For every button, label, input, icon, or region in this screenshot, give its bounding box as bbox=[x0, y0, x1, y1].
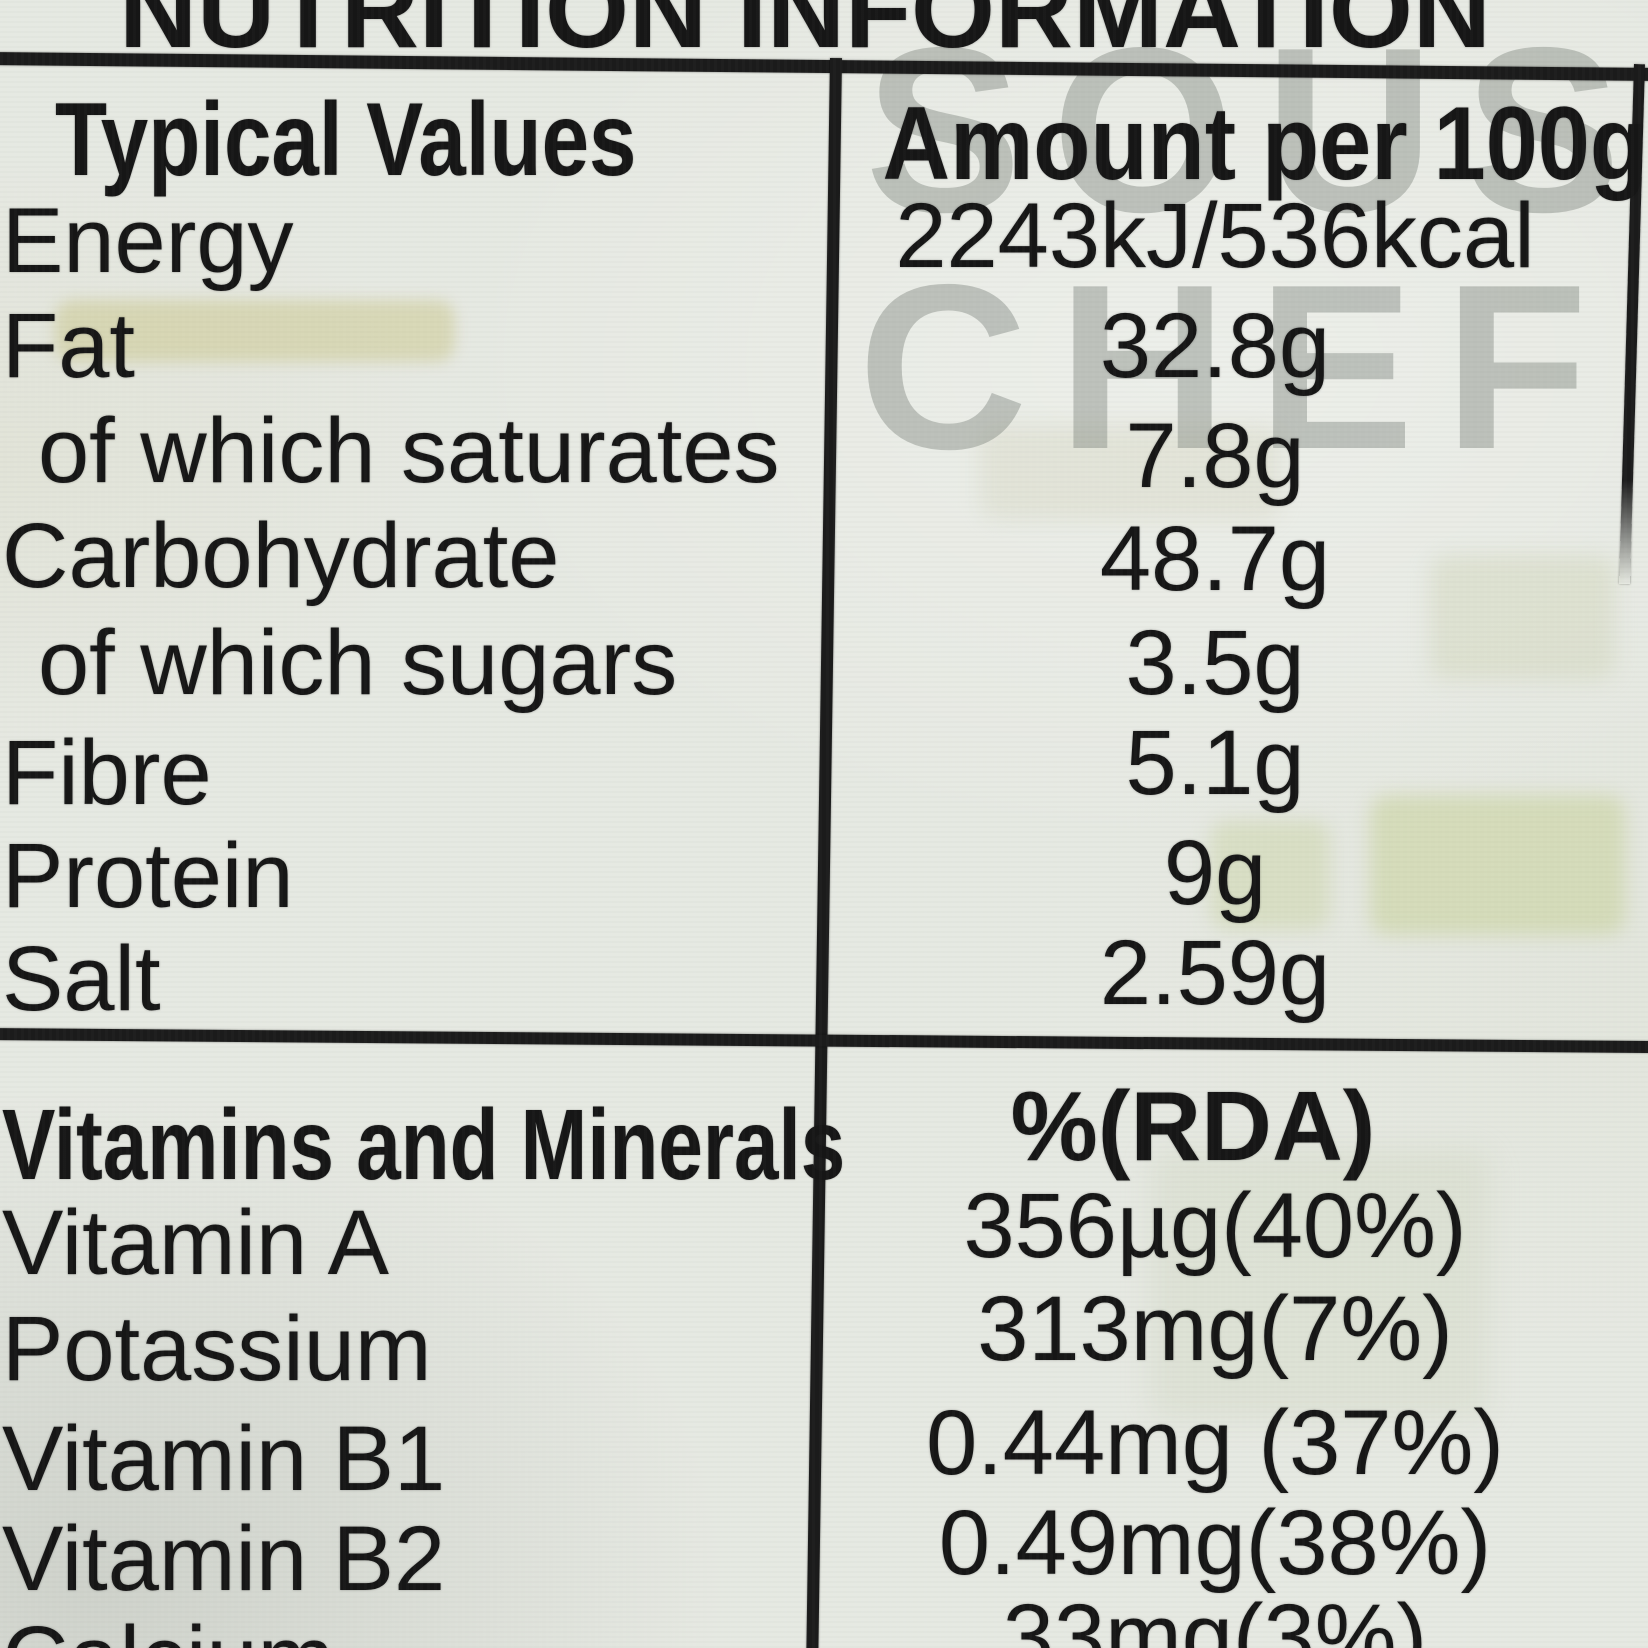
bleed-through-smudge bbox=[1370, 795, 1625, 935]
row-label-fibre: Fibre bbox=[2, 722, 212, 824]
section-header-vitamins-minerals: Vitamins and Minerals bbox=[2, 1089, 846, 1201]
row-label-salt: Salt bbox=[2, 928, 161, 1030]
watermark-text-line2: CHEF bbox=[858, 235, 1618, 498]
row-value-fat: 32.8g bbox=[1099, 295, 1331, 397]
row-label-protein: Protein bbox=[2, 825, 294, 927]
row-label-vitamin-b1: Vitamin B1 bbox=[2, 1408, 446, 1510]
row-label-calcium: Calcium bbox=[2, 1613, 334, 1648]
bleed-through-smudge bbox=[980, 425, 1280, 520]
row-value-sugars: 3.5g bbox=[1125, 612, 1305, 714]
row-value-saturates: 7.8g bbox=[1125, 405, 1305, 507]
row-value-protein: 9g bbox=[1163, 822, 1267, 924]
row-value-vitamin-a: 356µg(40%) bbox=[963, 1175, 1467, 1277]
row-value-salt: 2.59g bbox=[1099, 922, 1331, 1024]
row-value-calcium: 33mg(3%) bbox=[1002, 1586, 1428, 1648]
row-value-carbohydrate: 48.7g bbox=[1099, 508, 1331, 610]
row-label-fat: Fat bbox=[2, 295, 135, 397]
row-value-potassium: 313mg(7%) bbox=[977, 1278, 1453, 1380]
row-label-vitamin-a: Vitamin A bbox=[2, 1192, 389, 1294]
row-value-fibre: 5.1g bbox=[1125, 712, 1305, 814]
column-header-rda: %(RDA) bbox=[1010, 1071, 1376, 1181]
row-label-vitamin-b2: Vitamin B2 bbox=[2, 1508, 446, 1610]
watermark-text-line1: SOUS bbox=[865, 0, 1648, 261]
row-label-potassium: Potassium bbox=[2, 1298, 432, 1400]
bleed-through-smudge bbox=[1430, 555, 1615, 680]
row-value-energy: 2243kJ/536kcal bbox=[895, 185, 1535, 287]
row-value-vitamin-b1: 0.44mg (37%) bbox=[926, 1392, 1504, 1494]
row-label-carbohydrate: Carbohydrate bbox=[2, 505, 560, 607]
bleed-through-smudge bbox=[1150, 1150, 1490, 1420]
row-label-sugars: of which sugars bbox=[38, 612, 678, 714]
column-header-amount-per-100g: Amount per 100g bbox=[882, 86, 1647, 202]
column-header-typical-values: Typical Values bbox=[55, 82, 637, 198]
row-label-saturates: of which saturates bbox=[38, 400, 780, 502]
row-value-vitamin-b2: 0.49mg(38%) bbox=[938, 1492, 1492, 1594]
row-label-energy: Energy bbox=[2, 190, 294, 292]
bleed-through-smudge bbox=[1210, 820, 1330, 930]
bleed-through-smudge bbox=[55, 300, 455, 362]
